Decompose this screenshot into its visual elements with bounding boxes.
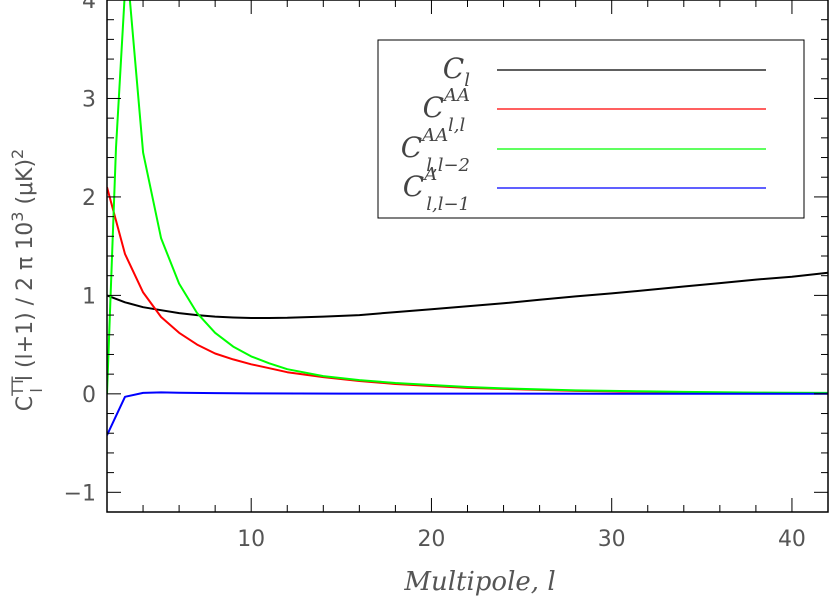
- series-line-3: [107, 391, 828, 436]
- x-tick-label: 10: [237, 527, 265, 552]
- series-line-2: [107, 0, 828, 394]
- y-tick-label: 0: [82, 383, 96, 408]
- ylabel-rest-sup: 3: [8, 212, 27, 222]
- y-axis-title: CTTl l (l+1) / 2 π 103 (μK)2: [8, 149, 46, 412]
- x-tick-label: 40: [778, 527, 806, 552]
- y-tick-label: 4: [82, 0, 96, 14]
- series-line-0: [107, 271, 828, 319]
- x-axis: 10 20 30 40: [106, 0, 829, 552]
- ylabel-main-sup: TT: [8, 376, 27, 396]
- svg-text:CTTl l (l+1) / 2 π 103 (μK)2: CTTl l (l+1) / 2 π 103 (μK)2: [8, 149, 46, 412]
- ylabel-unit: (μK): [13, 159, 38, 212]
- y-axis: −1 0 1 2 3 4: [64, 0, 828, 506]
- series-layer: [107, 0, 828, 436]
- legend-label-1: CAA l,l: [423, 85, 470, 136]
- ylabel-main: C: [13, 396, 38, 411]
- ylabel-rest: l (l+1) / 2 π 10: [13, 222, 38, 388]
- legend-label-2: CAA l,l−2: [401, 125, 470, 176]
- y-tick-label: 3: [82, 87, 96, 112]
- legend-label-0: Cl: [443, 52, 470, 91]
- ylabel-main-sub: l: [27, 388, 46, 392]
- ylabel-unit-sup: 2: [8, 149, 27, 159]
- legend-label-3: CA l,l−1: [403, 164, 470, 215]
- y-tick-label: 1: [82, 284, 96, 309]
- x-tick-label: 30: [598, 527, 626, 552]
- y-tick-label: −1: [64, 481, 96, 506]
- y-tick-label: 2: [82, 186, 96, 211]
- x-axis-title: Multipole, l: [403, 567, 555, 597]
- x-tick-label: 20: [417, 527, 445, 552]
